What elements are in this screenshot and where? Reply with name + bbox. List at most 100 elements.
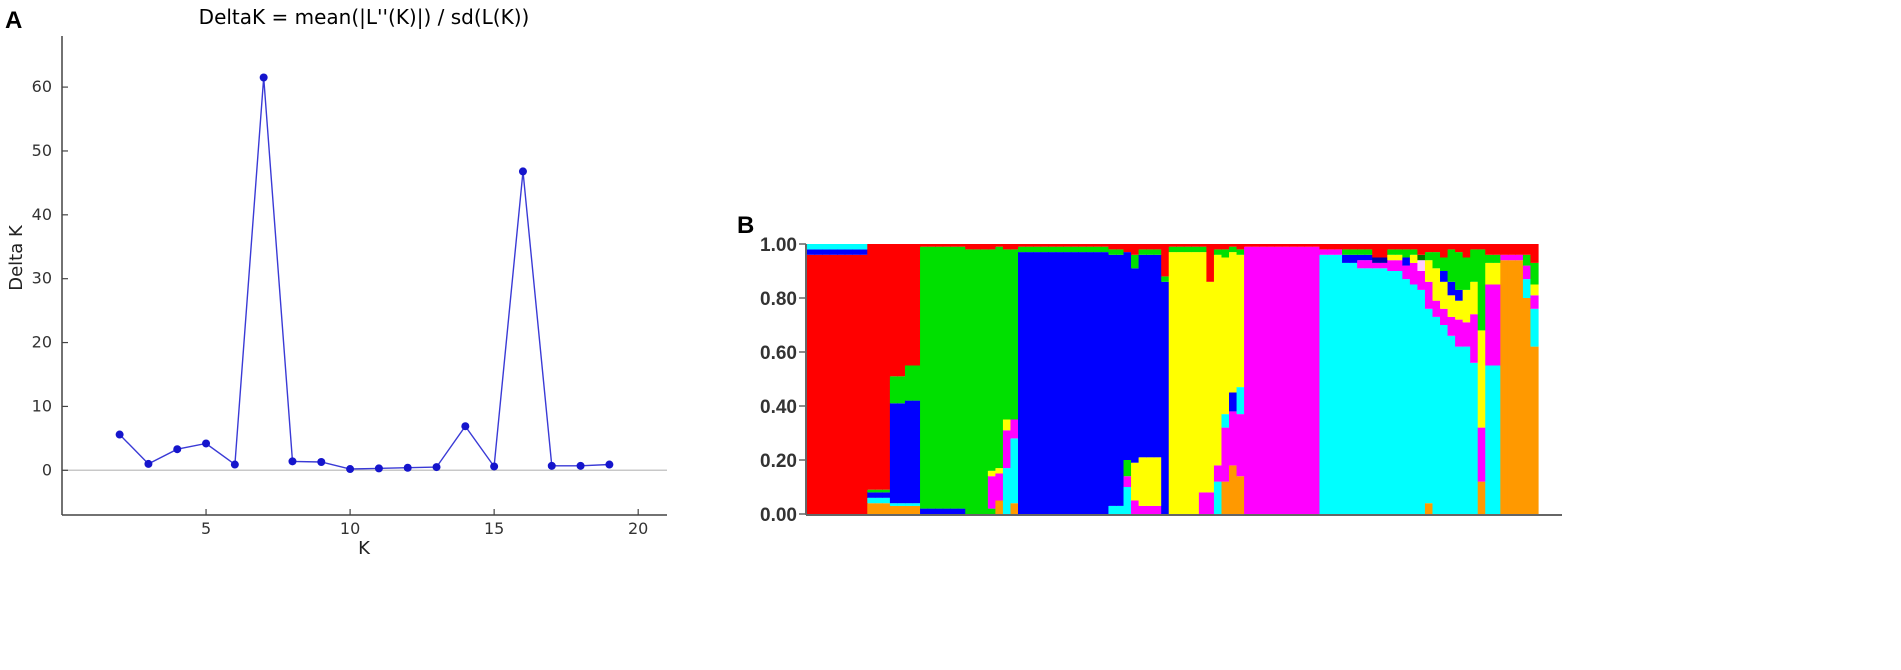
ancestry-segment xyxy=(1244,246,1253,514)
ancestry-segment xyxy=(1100,252,1110,514)
ancestry-segment xyxy=(920,244,929,247)
ancestry-segment xyxy=(904,505,914,514)
ancestry-segment xyxy=(1394,244,1403,250)
ancestry-segment xyxy=(1153,254,1162,458)
ancestry-segment xyxy=(904,365,914,401)
y-tick-label: 0.60 xyxy=(760,343,797,364)
ancestry-segment xyxy=(1025,252,1034,514)
ancestry-segment xyxy=(1477,244,1486,250)
ancestry-segment xyxy=(807,244,816,250)
ancestry-segment xyxy=(1138,505,1147,514)
ancestry-segment xyxy=(1236,249,1245,255)
ancestry-segment xyxy=(1221,427,1230,482)
ancestry-segment xyxy=(1168,246,1177,253)
y-tick-label: 60 xyxy=(32,77,52,96)
ancestry-segment xyxy=(1010,419,1019,439)
ancestry-segment xyxy=(1198,252,1208,493)
ancestry-segment xyxy=(1025,246,1034,253)
ancestry-segment xyxy=(1530,346,1539,514)
ancestry-segment xyxy=(1455,319,1464,347)
ancestry-segment xyxy=(1085,252,1094,514)
ancestry-segment xyxy=(1213,249,1223,255)
ancestry-segment xyxy=(1470,249,1479,282)
ancestry-segment xyxy=(1138,254,1147,458)
ancestry-segment xyxy=(1440,325,1449,514)
ancestry-segment xyxy=(1131,244,1140,255)
ancestry-segment xyxy=(1311,244,1321,247)
ancestry-segment xyxy=(1342,254,1351,263)
ancestry-segment xyxy=(1146,457,1155,506)
ancestry-segment xyxy=(912,505,921,514)
ancestry-segment xyxy=(1409,262,1419,285)
ancestry-segment xyxy=(1470,314,1479,363)
ancestry-segment xyxy=(1402,279,1411,514)
ancestry-segment xyxy=(1357,254,1366,261)
ancestry-segment xyxy=(1221,414,1230,428)
ancestry-segment xyxy=(1115,249,1125,255)
ancestry-segment xyxy=(1530,284,1539,296)
data-point xyxy=(202,439,211,448)
ancestry-segment xyxy=(1417,271,1426,290)
ancestry-segment xyxy=(1048,246,1057,253)
ancestry-segment xyxy=(1274,246,1283,514)
ancestry-segment xyxy=(1108,249,1117,255)
ancestry-segment xyxy=(889,403,899,504)
ancestry-segment xyxy=(1063,252,1072,514)
ancestry-segment xyxy=(1319,254,1328,515)
ancestry-segment xyxy=(1236,476,1245,514)
ancestry-segment xyxy=(1115,505,1125,514)
ancestry-segment xyxy=(1409,254,1419,263)
ancestry-segment xyxy=(1040,244,1049,247)
ancestry-segment xyxy=(1357,244,1366,250)
ancestry-segment xyxy=(1281,244,1290,247)
ancestry-segment xyxy=(1409,249,1419,255)
y-tick-label: 1.00 xyxy=(760,235,797,256)
ancestry-segment xyxy=(1176,244,1185,247)
ancestry-segment xyxy=(1402,265,1411,280)
ancestry-segment xyxy=(829,249,838,255)
ancestry-segment xyxy=(1123,252,1132,460)
ancestry-segment xyxy=(822,254,831,515)
ancestry-segment xyxy=(1394,271,1403,514)
ancestry-segment xyxy=(1440,257,1449,271)
ancestry-segment xyxy=(972,249,981,514)
ancestry-segment xyxy=(1070,246,1079,253)
panel-label-b: B xyxy=(737,212,754,239)
ancestry-segment xyxy=(1266,246,1275,514)
y-tick-label: 0.00 xyxy=(760,505,797,526)
y-axis-label: Delta K xyxy=(6,224,27,291)
data-point xyxy=(490,462,499,471)
ancestry-segment xyxy=(1138,249,1147,255)
ancestry-segment xyxy=(965,244,974,250)
data-point xyxy=(115,430,124,439)
ancestry-segment xyxy=(1500,244,1509,255)
ancestry-segment xyxy=(1402,244,1411,250)
ancestry-segment xyxy=(1530,244,1539,263)
data-point xyxy=(374,464,383,473)
ancestry-segment xyxy=(935,244,944,247)
ancestry-segment xyxy=(1251,244,1260,247)
ancestry-segment xyxy=(942,244,951,247)
ancestry-segment xyxy=(1002,468,1012,514)
chart-a-title: DeltaK = mean(|L''(K)|) / sd(L(K)) xyxy=(199,5,530,29)
ancestry-segment xyxy=(1108,244,1117,250)
ancestry-segment xyxy=(1304,244,1313,247)
ancestry-segment xyxy=(1455,244,1464,253)
ancestry-segment xyxy=(1522,244,1532,255)
ancestry-segment xyxy=(1078,246,1087,253)
ancestry-segment xyxy=(1176,252,1185,514)
ancestry-segment xyxy=(1379,262,1388,269)
ancestry-segment xyxy=(1417,289,1426,514)
ancestry-segment xyxy=(1078,252,1087,514)
ancestry-segment xyxy=(1131,500,1140,514)
ancestry-segment xyxy=(1342,244,1351,250)
ancestry-segment xyxy=(1462,244,1471,258)
ancestry-segment xyxy=(950,244,959,247)
ancestry-segment xyxy=(1002,249,1012,420)
ancestry-segment xyxy=(1198,244,1208,247)
ancestry-segment xyxy=(1229,392,1238,412)
ancestry-segment xyxy=(1477,427,1486,482)
y-tick-label: 0 xyxy=(42,460,52,479)
ancestry-segment xyxy=(1334,254,1343,515)
ancestry-segment xyxy=(1372,244,1381,258)
